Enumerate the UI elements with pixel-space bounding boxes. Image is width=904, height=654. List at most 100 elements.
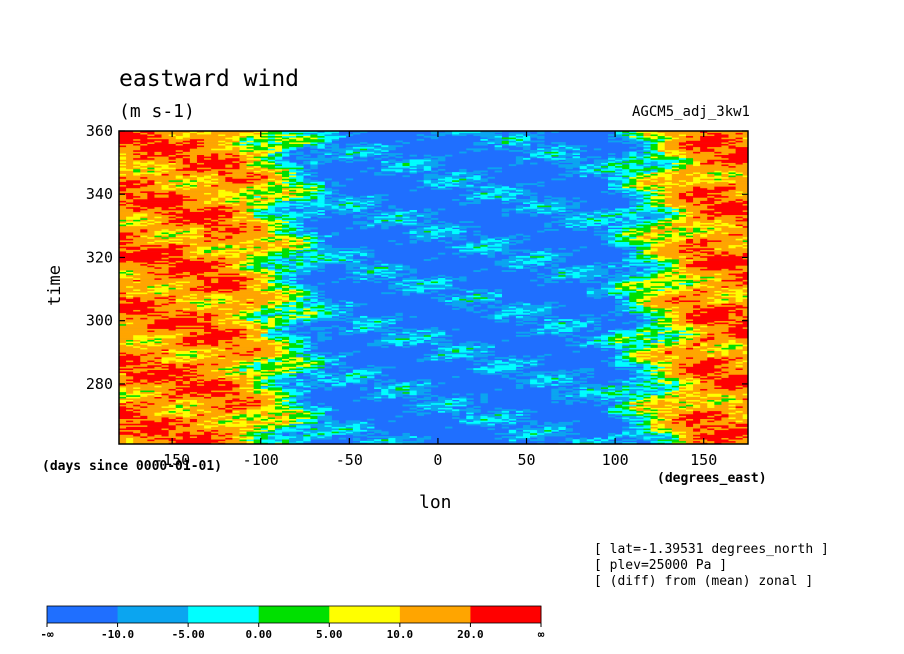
heatmap-cell (395, 219, 403, 222)
heatmap-cell (119, 203, 127, 206)
heatmap-cell (629, 391, 637, 394)
heatmap-cell (211, 219, 219, 222)
heatmap-cell (218, 265, 226, 268)
heatmap-cell (544, 325, 552, 328)
heatmap-cell (735, 296, 748, 299)
heatmap-cell (119, 371, 134, 374)
heatmap-cell (196, 285, 205, 288)
heatmap-cell (685, 274, 694, 277)
heatmap-cell (622, 334, 637, 337)
heatmap-cell (175, 425, 184, 427)
heatmap-cell (643, 205, 651, 208)
heatmap-cell (530, 214, 538, 217)
heatmap-cell (608, 274, 623, 277)
heatmap-cell (728, 268, 743, 271)
heatmap-cell (466, 247, 474, 250)
heatmap-cell (522, 432, 531, 435)
heatmap-cell (289, 369, 311, 372)
heatmap-cell (643, 270, 658, 272)
heatmap-cell (119, 303, 155, 306)
heatmap-cell (133, 391, 141, 394)
heatmap-cell (282, 399, 290, 402)
heatmap-cell (211, 436, 233, 438)
heatmap-cell (643, 320, 658, 323)
heatmap-cell (615, 273, 623, 276)
heatmap-cell (494, 364, 524, 367)
heatmap-cell (119, 437, 127, 440)
heatmap-cell (317, 407, 332, 410)
heatmap-cell (253, 350, 283, 353)
heatmap-cell (629, 426, 651, 429)
heatmap-cell (204, 353, 212, 356)
heatmap-cell (721, 353, 729, 356)
heatmap-cell (615, 396, 630, 399)
heatmap-cell (565, 394, 573, 397)
heatmap-cell (721, 385, 736, 388)
heatmap-cell (182, 216, 233, 219)
heatmap-cell (600, 243, 616, 246)
heatmap-cell (381, 325, 389, 328)
heatmap-cell (161, 235, 169, 238)
heatmap-cell (572, 439, 580, 442)
heatmap-cell (558, 210, 566, 212)
heatmap-cell (508, 265, 524, 268)
heatmap-cell (742, 342, 748, 345)
heatmap-cell (253, 314, 262, 317)
heatmap-cell (204, 227, 212, 230)
heatmap-cell (211, 347, 219, 350)
heatmap-cell (671, 323, 680, 326)
heatmap-cell (402, 331, 410, 334)
heatmap-cell (282, 247, 290, 250)
heatmap-cell (239, 255, 247, 258)
heatmap-cell (274, 328, 283, 331)
heatmap-cell (728, 394, 736, 397)
heatmap-cell (700, 311, 708, 314)
heatmap-cell (204, 301, 219, 304)
heatmap-cell (119, 276, 134, 279)
heatmap-cell (678, 251, 694, 254)
heatmap-cell (296, 366, 304, 369)
heatmap-cell (282, 213, 304, 216)
heatmap-cell (303, 363, 311, 366)
heatmap-cell (742, 415, 748, 418)
heatmap-cell (161, 391, 176, 394)
heatmap-cell (622, 236, 630, 239)
heatmap-cell (650, 349, 658, 352)
heatmap-cell (395, 439, 403, 442)
heatmap-cell (204, 295, 233, 298)
heatmap-cell (119, 301, 134, 304)
heatmap-cell (218, 353, 240, 356)
heatmap-cell (459, 306, 474, 309)
heatmap-cell (650, 243, 666, 246)
heatmap-cell (728, 357, 736, 359)
heatmap-cell (544, 429, 552, 432)
heatmap-cell (409, 211, 417, 214)
heatmap-cell (331, 426, 347, 429)
heatmap-cell (296, 314, 311, 317)
heatmap-cell (246, 436, 254, 438)
heatmap-cell (140, 249, 184, 252)
heatmap-cell (685, 312, 729, 315)
heatmap-cell (402, 222, 417, 225)
heatmap-cell (685, 276, 694, 279)
heatmap-cell (232, 344, 240, 347)
heatmap-cell (246, 421, 276, 424)
heatmap-cell (395, 437, 410, 440)
heatmap-cell (253, 436, 262, 438)
heatmap-cell (296, 304, 304, 307)
heatmap-cell (501, 339, 510, 342)
heatmap-cell (622, 393, 630, 396)
heatmap-cell (664, 394, 673, 397)
heatmap-cell (615, 399, 623, 402)
heatmap-cell (678, 315, 687, 318)
heatmap-cell (643, 341, 651, 344)
heatmap-cell (678, 314, 687, 317)
heatmap-cell (182, 224, 205, 227)
heatmap-cell (735, 420, 743, 423)
heatmap-cell (196, 429, 205, 432)
heatmap-cell (331, 211, 354, 214)
heatmap-cell (416, 404, 432, 407)
heatmap-cell (629, 270, 637, 272)
heatmap-cell (147, 364, 162, 367)
heatmap-cell (700, 255, 748, 258)
